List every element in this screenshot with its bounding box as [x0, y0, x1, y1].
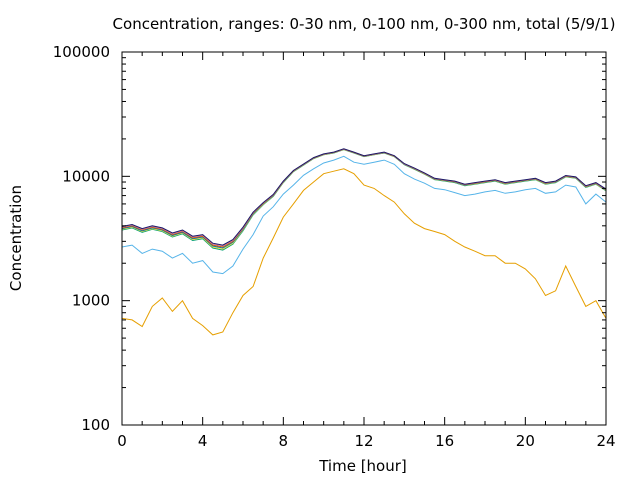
- series-line-1: [121, 168, 607, 336]
- series-layer: [121, 148, 607, 336]
- x-tick-label: 12: [354, 432, 373, 450]
- series-line-7: [121, 148, 607, 247]
- x-axis-title: Time [hour]: [318, 457, 407, 475]
- x-tick-label: 24: [596, 432, 615, 450]
- series-line-6: [121, 148, 607, 248]
- x-tick-label: 16: [435, 432, 454, 450]
- y-axis-title: Concentration: [7, 185, 25, 291]
- series-line-8: [121, 148, 607, 246]
- x-tick-label: 8: [279, 432, 289, 450]
- axes-layer: 0 4 8 12 16 20 24 100 1000 10000 100000: [53, 43, 616, 450]
- chart-title: Concentration, ranges: 0-30 nm, 0-100 nm…: [113, 15, 616, 33]
- x-tick-label: 20: [516, 432, 535, 450]
- y-tick-label: 100: [81, 416, 110, 434]
- series-line-2: [121, 155, 607, 275]
- y-tick-label: 1000: [72, 292, 110, 310]
- y-tick-label: 10000: [62, 167, 110, 185]
- x-tick-label: 0: [117, 432, 127, 450]
- y-tick-label: 100000: [53, 43, 110, 61]
- x-tick-label: 4: [198, 432, 208, 450]
